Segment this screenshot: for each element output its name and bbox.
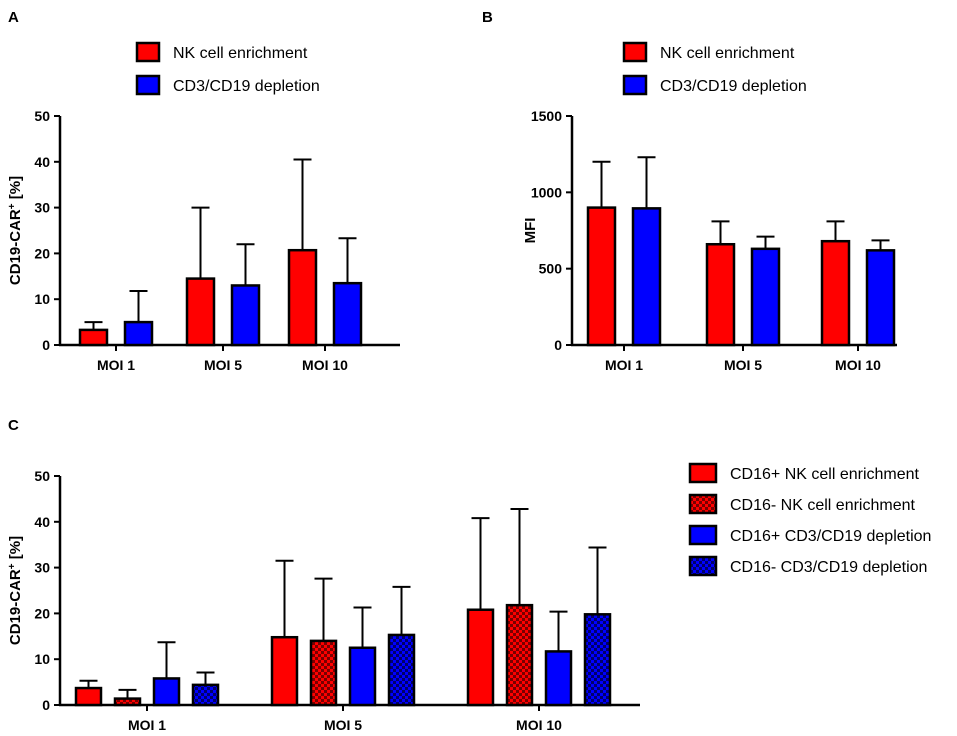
bar bbox=[583, 613, 612, 707]
bar bbox=[820, 239, 851, 347]
y-tick-label: 0 bbox=[554, 337, 562, 353]
x-tick-label: MOI 1 bbox=[128, 717, 166, 733]
bar bbox=[78, 328, 109, 347]
x-tick-label: MOI 10 bbox=[302, 357, 348, 373]
legend-label: CD3/CD19 depletion bbox=[660, 78, 807, 95]
legend-swatch bbox=[688, 493, 718, 515]
bar bbox=[586, 206, 617, 347]
bar bbox=[705, 242, 736, 347]
bar bbox=[287, 248, 318, 347]
x-tick-label: MOI 10 bbox=[835, 357, 881, 373]
y-tick-label: 1000 bbox=[531, 184, 562, 200]
bar bbox=[387, 633, 416, 707]
legend-label: CD16+ CD3/CD19 depletion bbox=[730, 528, 931, 545]
bar bbox=[631, 207, 662, 347]
panel-b: B MFI 0 500 1000 1500 MOI 1 MOI 5 MOI 10 NK cell … bbox=[482, 9, 897, 373]
bar bbox=[348, 646, 377, 707]
y-axis-label: CD19-CAR+ [%] bbox=[7, 536, 25, 645]
panel-label: A bbox=[8, 9, 19, 26]
bar bbox=[505, 603, 534, 707]
x-tick-label: MOI 10 bbox=[516, 717, 562, 733]
y-tick-label: 10 bbox=[34, 651, 50, 667]
x-tick-label: MOI 5 bbox=[724, 357, 762, 373]
bar bbox=[270, 635, 299, 707]
y-tick-label: 1500 bbox=[531, 108, 562, 124]
bar bbox=[865, 249, 896, 347]
panel-label: C bbox=[8, 417, 19, 434]
legend-label: CD16- CD3/CD19 depletion bbox=[730, 559, 927, 576]
legend-swatch bbox=[688, 462, 718, 484]
y-tick-label: 50 bbox=[34, 108, 50, 124]
legend-swatch bbox=[622, 74, 648, 96]
y-tick-label: 30 bbox=[34, 200, 50, 216]
bar bbox=[230, 284, 261, 347]
legend-label: CD3/CD19 depletion bbox=[173, 78, 320, 95]
bar bbox=[544, 650, 573, 707]
bar bbox=[466, 608, 495, 707]
panel-c: C CD19-CAR+ [%] 0 10 20 30 40 50 MOI 1 MOI 5 MOI 1… bbox=[7, 417, 932, 733]
y-tick-label: 10 bbox=[34, 291, 50, 307]
bar bbox=[74, 686, 103, 707]
bar bbox=[332, 281, 363, 347]
bar bbox=[123, 320, 154, 347]
bar bbox=[191, 683, 220, 707]
y-tick-label: 20 bbox=[34, 605, 50, 621]
bar bbox=[309, 639, 338, 707]
y-axis-label: MFI bbox=[522, 218, 539, 244]
x-tick-label: MOI 5 bbox=[204, 357, 242, 373]
legend-swatch bbox=[622, 41, 648, 63]
y-axis-label: CD19-CAR+ [%] bbox=[7, 176, 25, 285]
x-tick-label: MOI 1 bbox=[97, 357, 135, 373]
legend-swatch bbox=[688, 555, 718, 577]
legend-label: CD16+ NK cell enrichment bbox=[730, 466, 920, 483]
panel-a: A CD19-CAR+ [%] 0 10 20 30 40 50 MOI 1 MOI 5 MOI 1… bbox=[7, 9, 400, 373]
y-tick-label: 20 bbox=[34, 245, 50, 261]
legend-swatch bbox=[688, 524, 718, 546]
bar bbox=[152, 677, 181, 707]
y-tick-label: 30 bbox=[34, 560, 50, 576]
bar bbox=[113, 697, 142, 707]
legend-swatch bbox=[135, 41, 161, 63]
y-tick-label: 50 bbox=[34, 468, 50, 484]
legend-swatch bbox=[135, 74, 161, 96]
panel-label: B bbox=[482, 9, 493, 26]
y-tick-label: 0 bbox=[42, 337, 50, 353]
legend-label: NK cell enrichment bbox=[660, 45, 795, 62]
legend-label: NK cell enrichment bbox=[173, 45, 308, 62]
x-tick-label: MOI 5 bbox=[324, 717, 362, 733]
x-tick-label: MOI 1 bbox=[605, 357, 643, 373]
bar bbox=[750, 247, 781, 347]
y-tick-label: 40 bbox=[34, 154, 50, 170]
legend-label: CD16- NK cell enrichment bbox=[730, 497, 916, 514]
y-tick-label: 40 bbox=[34, 514, 50, 530]
y-tick-label: 0 bbox=[42, 697, 50, 713]
bar bbox=[185, 277, 216, 347]
y-tick-label: 500 bbox=[539, 261, 563, 277]
